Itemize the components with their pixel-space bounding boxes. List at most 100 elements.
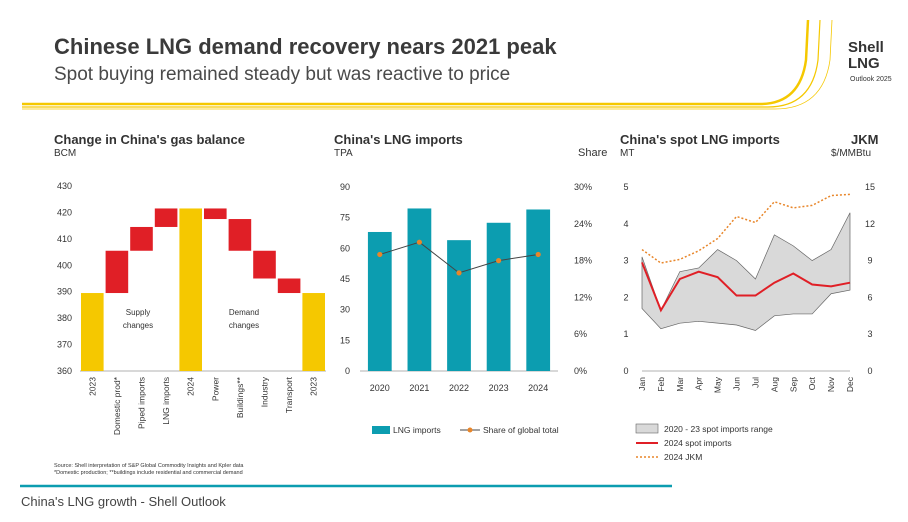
chart1-ytick: 360: [57, 366, 72, 376]
chart2-share-point: [535, 251, 541, 258]
chart3-ytick: 4: [623, 219, 628, 229]
footer-bar: [20, 484, 672, 488]
chart1-title: Change in China's gas balance: [54, 132, 245, 147]
chart1-ylabel: BCM: [54, 148, 76, 159]
chart2-ytick: 0: [345, 366, 350, 376]
chart3-ylabel: MT: [620, 148, 634, 159]
chart3-xtick: Feb: [656, 377, 666, 392]
chart2-share-point: [456, 270, 462, 276]
brand-line1: Shell: [848, 39, 884, 56]
chart2-ytick: 45: [340, 274, 350, 284]
chart2-xtick: 2022: [449, 383, 469, 393]
chart3-y2label: $/MMBtu: [831, 148, 871, 159]
chart2-ytick: 15: [340, 335, 350, 345]
chart3-xtick: Dec: [845, 376, 855, 392]
chart3-xtick: Jul: [750, 377, 760, 388]
header-swoosh: [22, 19, 833, 110]
chart1-xtick: Piped imports: [137, 377, 147, 429]
chart1-annot-demand-2: changes: [229, 321, 259, 330]
chart1-ytick: 390: [57, 287, 72, 297]
chart2-bar: [447, 240, 471, 371]
chart3-y2title: JKM: [851, 132, 878, 147]
chart2-y2tick: 0%: [574, 366, 587, 376]
legend-range-swatch: [635, 423, 659, 434]
chart1-bar: [179, 208, 202, 371]
source-note: Source: Shell interpretation of S&P Glob…: [54, 463, 243, 477]
chart3-y2tick: 12: [865, 219, 875, 229]
chart3-jkm-line: [641, 193, 851, 264]
chart3-ytick: 0: [623, 366, 628, 376]
chart2-y2label: Share: [578, 147, 607, 159]
swoosh-line-2: [22, 19, 821, 108]
chart2-bar: [367, 231, 392, 371]
brand-logo: Shell LNG: [848, 40, 884, 72]
chart3-xtick: Aug: [769, 377, 779, 392]
page-subtitle: Spot buying remained steady but was reac…: [54, 64, 511, 85]
chart3-spot-line: [641, 262, 851, 313]
chart3-y2tick: 6: [867, 292, 872, 302]
chart3-xtick: Mar: [675, 377, 685, 392]
legend-line-label: Share of global total: [483, 425, 559, 435]
chart3-ytick: 3: [623, 256, 628, 266]
chart1-bar: [105, 250, 129, 294]
chart2-xtick: 2020: [370, 383, 390, 393]
chart2-y2tick: 30%: [574, 182, 592, 192]
legend-range-label: 2020 - 23 spot imports range: [664, 424, 773, 434]
legend-bar-label: LNG imports: [393, 425, 441, 435]
gas-balance-chart: Change in China's gas balance BCM 360 370…: [54, 132, 326, 435]
chart2-xtick: 2021: [409, 383, 429, 393]
chart3-ytick: 5: [623, 182, 628, 192]
chart1-xtick: Power: [210, 377, 220, 401]
chart3-xtick: May: [713, 376, 723, 393]
chart2-share-point: [416, 239, 422, 245]
chart3-xtick: Jun: [732, 377, 742, 391]
chart2-ytick: 30: [340, 305, 350, 315]
chart2-bar: [526, 209, 551, 371]
chart2-title: China's LNG imports: [334, 132, 463, 147]
chart1-ytick: 410: [57, 234, 72, 244]
chart3-legend: 2020 - 23 spot imports range 2024 spot i…: [635, 423, 773, 462]
page-title: Chinese LNG demand recovery nears 2021 p…: [54, 34, 557, 59]
chart1-bar: [253, 250, 276, 279]
chart2-bar: [407, 208, 432, 371]
chart3-y2tick: 9: [867, 256, 872, 266]
chart1-bar: [277, 278, 301, 294]
chart1-xtick: 2024: [186, 377, 196, 396]
source-footnote: *Domestic production; **buildings includ…: [54, 470, 243, 476]
chart1-xtick: Transport: [284, 376, 294, 413]
chart1-ytick: 400: [57, 260, 72, 270]
chart2-ylabel: TPA: [334, 148, 353, 159]
chart1-bar: [228, 219, 252, 251]
chart1-bar: [204, 208, 227, 220]
image-caption: China's LNG growth - Shell Outlook: [21, 494, 226, 509]
chart3-range-area: [641, 212, 851, 331]
chart1-annot-demand: Demand: [229, 308, 259, 317]
chart1-ytick: 430: [57, 181, 72, 191]
chart3-ytick: 1: [623, 329, 628, 339]
spot-imports-chart: China's spot LNG imports MT JKM $/MMBtu …: [620, 132, 878, 462]
chart3-title: China's spot LNG imports: [620, 132, 780, 147]
chart2-y2tick: 18%: [574, 256, 592, 266]
chart1-bar: [81, 293, 104, 371]
chart1-xtick: LNG imports: [161, 377, 171, 425]
chart3-xtick: Oct: [807, 376, 817, 390]
chart3-xtick: Jan: [637, 377, 647, 391]
chart1-ytick: 370: [57, 340, 72, 350]
chart2-share-point: [496, 258, 502, 264]
chart2-ytick: 90: [340, 182, 350, 192]
chart2-legend: LNG imports Share of global total: [372, 425, 559, 435]
chart3-ytick: 2: [623, 292, 628, 302]
chart1-annot-supply: Supply: [126, 308, 150, 317]
chart1-xtick: Buildings**: [235, 376, 245, 418]
chart1-xtick: 2023: [309, 377, 319, 396]
chart2-xtick: 2024: [528, 383, 548, 393]
chart3-xtick: Sep: [788, 377, 798, 392]
swoosh-line-1: [22, 19, 810, 106]
legend-jkm-label: 2024 JKM: [664, 452, 702, 462]
chart1-bar: [302, 293, 325, 371]
chart2-y2tick: 24%: [574, 219, 592, 229]
chart1-bar: [130, 226, 153, 251]
chart2-share-point: [377, 251, 383, 258]
source-line: Source: Shell interpretation of S&P Glob…: [54, 463, 244, 469]
chart1-xtick: 2023: [87, 377, 97, 396]
